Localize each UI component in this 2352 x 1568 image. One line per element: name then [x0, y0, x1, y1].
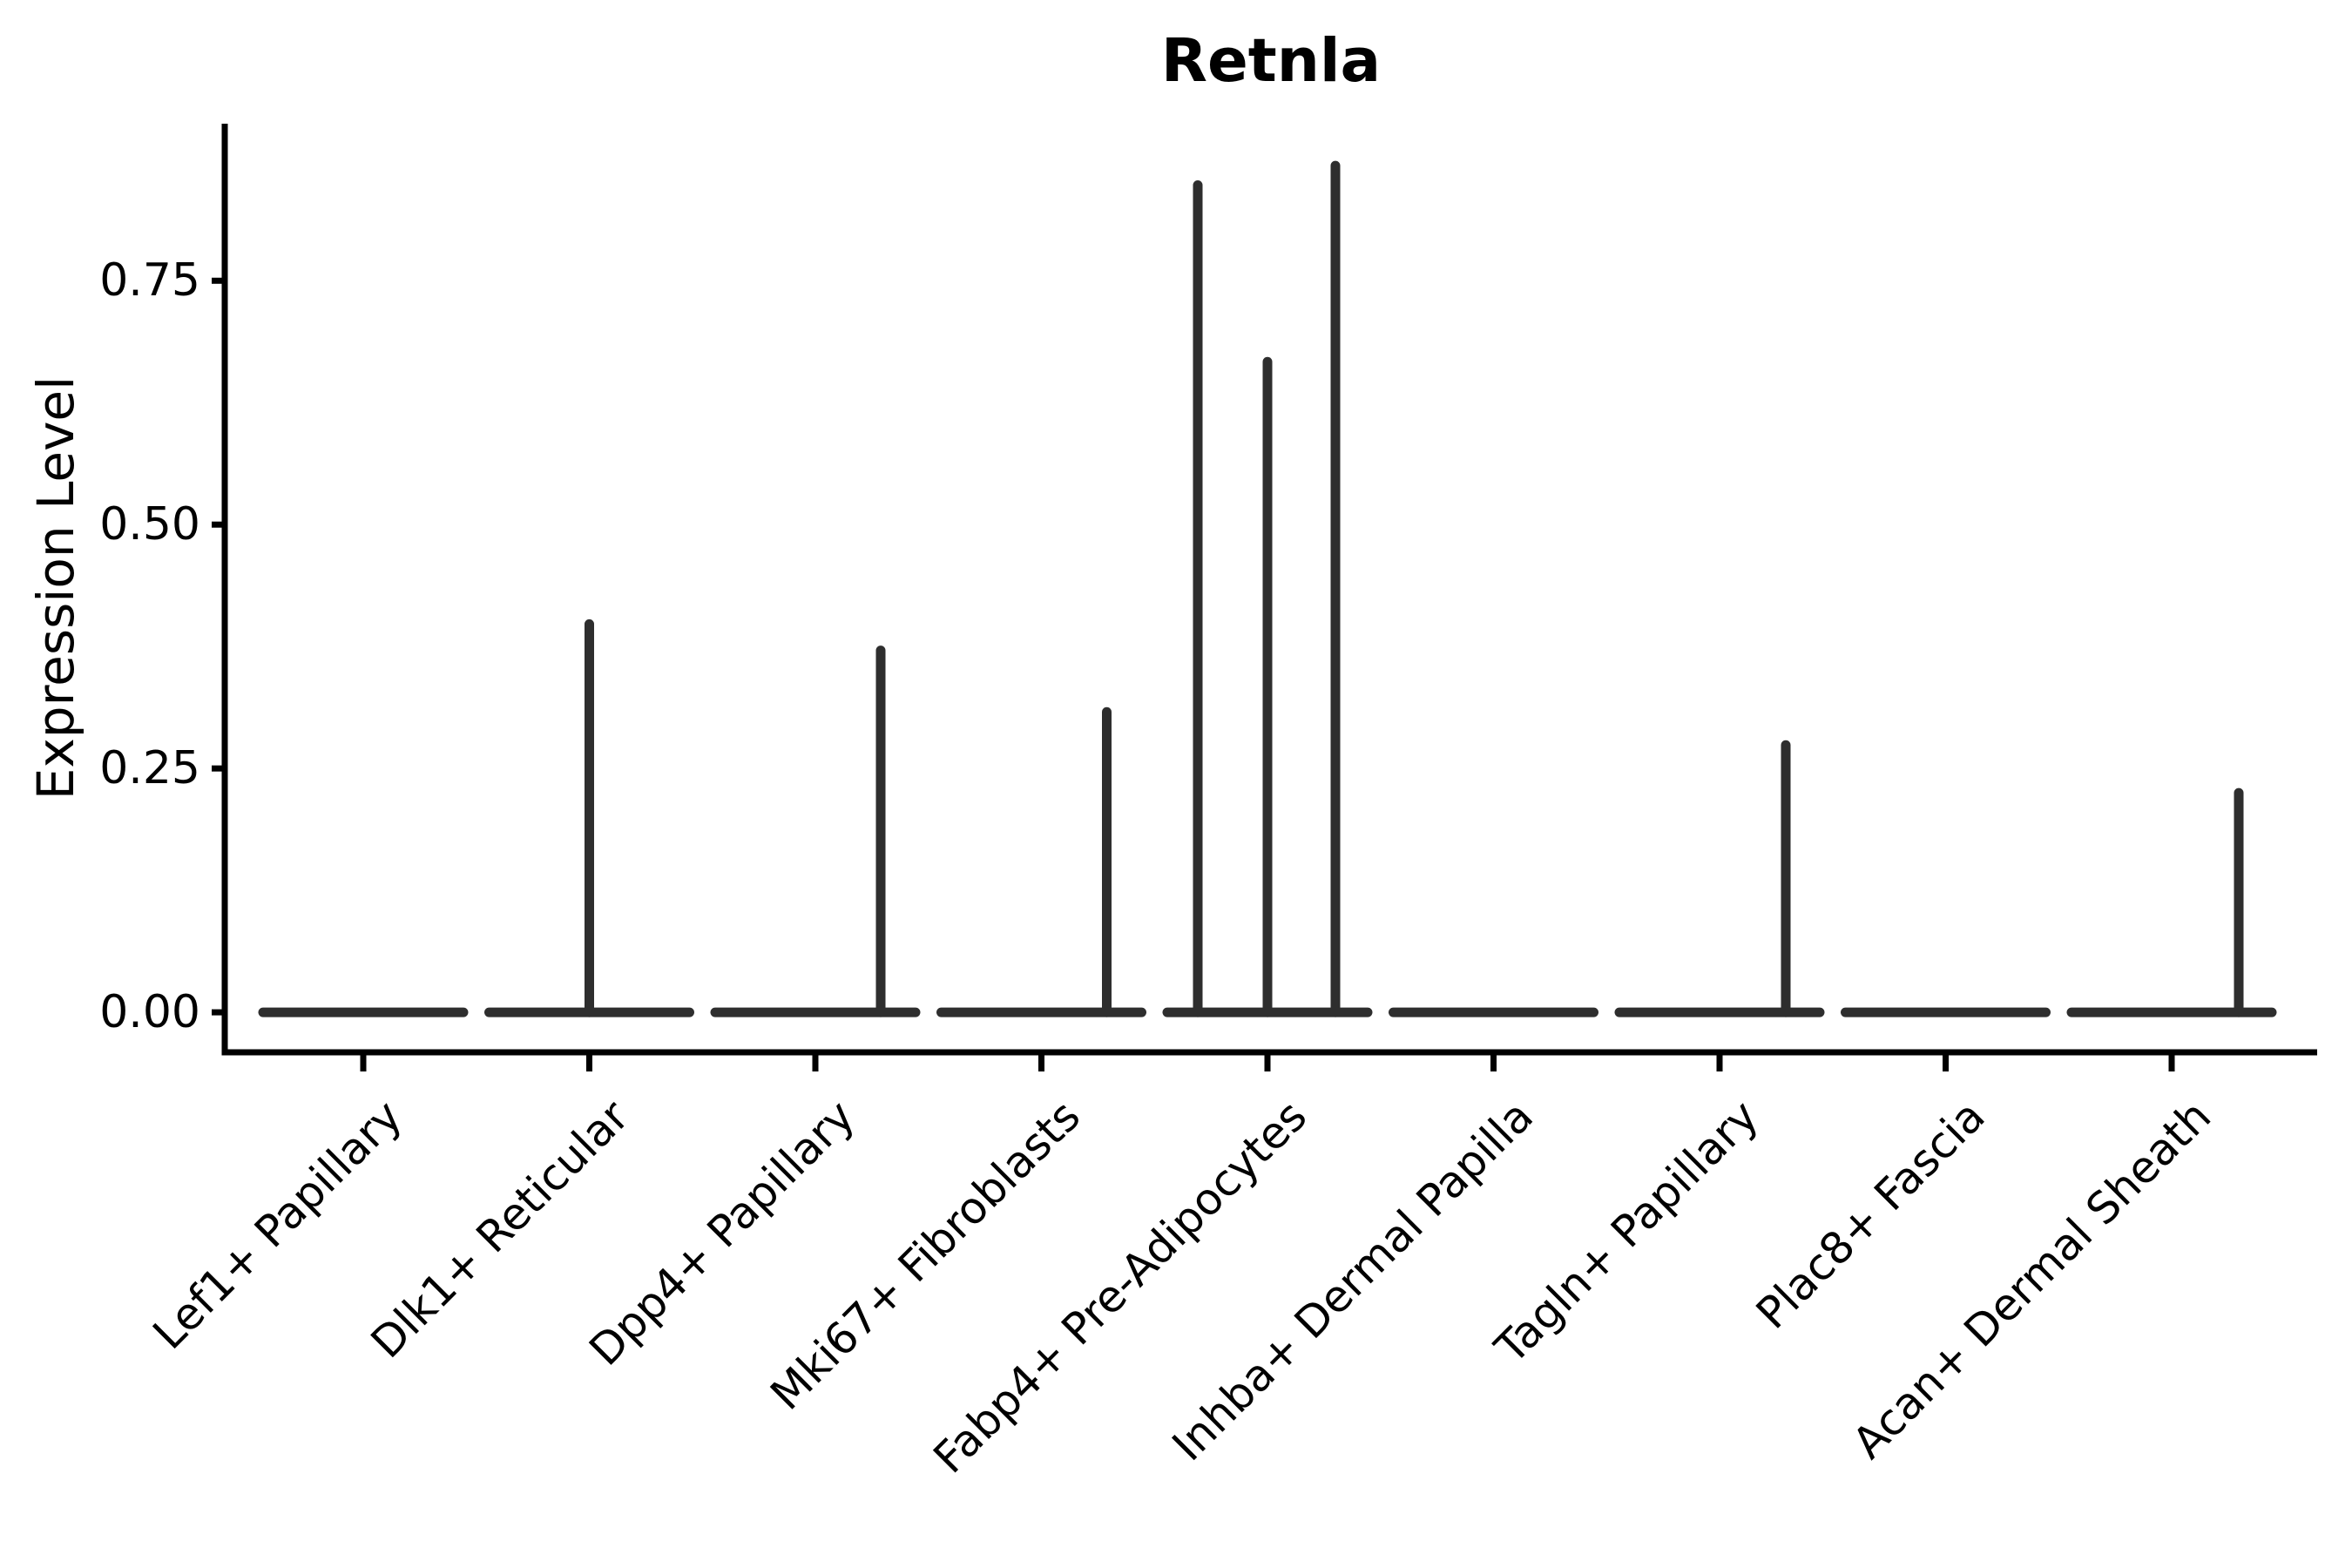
- y-tick-label: 0.00: [99, 986, 200, 1039]
- y-tick-label: 0.50: [99, 498, 200, 551]
- violin-base: [1841, 1007, 2051, 1017]
- violin-base: [1614, 1007, 1825, 1017]
- violin-base: [1162, 1007, 1373, 1017]
- violin-base: [2066, 1007, 2277, 1017]
- y-tick-label: 0.25: [99, 742, 200, 795]
- violin-base: [710, 1007, 921, 1017]
- violin-base: [484, 1007, 694, 1017]
- plot-title: Retnla: [1160, 26, 1382, 96]
- y-tick-label: 0.75: [99, 254, 200, 308]
- violin-base: [258, 1007, 469, 1017]
- violin-base: [936, 1007, 1146, 1017]
- violin-base: [1389, 1007, 1598, 1017]
